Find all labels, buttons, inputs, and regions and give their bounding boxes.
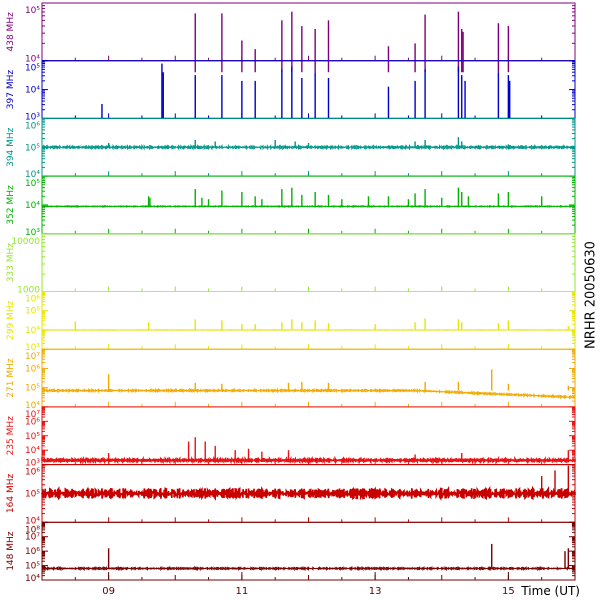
panel-frame [41, 406, 576, 466]
panel-frame [41, 348, 576, 408]
flux-trace [41, 387, 576, 400]
ytick-label: 10⁵ [25, 6, 40, 16]
ytick-label: 10⁵ [25, 179, 40, 189]
ytick-label: 10⁶ [25, 547, 40, 557]
flux-trace [41, 565, 576, 572]
ytick-label: 10⁴ [25, 516, 40, 526]
frequency-label: 352 MHz [6, 185, 16, 225]
ytick-label: 1000 [17, 286, 40, 296]
ytick-label: 10⁸ [25, 525, 40, 535]
ytick-label: 10⁴ [25, 201, 40, 211]
flux-trace [41, 204, 576, 209]
ytick-label: 10⁴ [25, 86, 40, 96]
ytick-label: 10³ [25, 112, 40, 122]
ytick-label: 10⁴ [25, 574, 40, 584]
ytick-label: 10³ [25, 343, 40, 353]
xtick-label: 11 [236, 586, 249, 597]
panel-frame [41, 2, 576, 62]
frequency-label: 333 MHz [6, 243, 16, 283]
frequency-label: 148 MHz [6, 531, 16, 571]
station-label: NRHR 20050630 [583, 241, 599, 349]
ytick-label: 10³ [25, 228, 40, 238]
ytick-label: 10⁴ [25, 401, 40, 411]
ytick-label: 10⁶ [25, 121, 40, 131]
frequency-label: 397 MHz [6, 70, 16, 110]
ytick-label: 10000 [11, 237, 40, 247]
ytick-label: 10⁶ [25, 417, 40, 427]
frequency-label: 394 MHz [6, 127, 16, 167]
xaxis-label: Time (UT) [520, 584, 580, 598]
ytick-label: 10⁵ [25, 489, 40, 499]
ytick-label: 10³ [25, 459, 40, 469]
ytick-label: 10⁴ [25, 326, 40, 336]
frequency-label: 299 MHz [6, 300, 16, 340]
ytick-label: 10⁶ [25, 468, 40, 478]
ytick-label: 10⁷ [25, 533, 40, 543]
ytick-label: 10⁴ [25, 446, 40, 456]
ytick-label: 10⁴ [25, 170, 40, 180]
ytick-label: 10⁵ [25, 64, 40, 74]
ytick-label: 10⁷ [25, 410, 40, 420]
panel-frame [41, 521, 576, 581]
panel-frame [41, 175, 576, 235]
panel-frame [41, 233, 576, 293]
frequency-label: 235 MHz [6, 416, 16, 456]
xtick-label: 15 [502, 586, 515, 597]
ytick-label: 10⁵ [25, 562, 40, 572]
frequency-label: 271 MHz [6, 358, 16, 398]
flux-trace [41, 485, 576, 501]
ytick-label: 10⁶ [25, 295, 40, 305]
ytick-label: 10⁶ [25, 364, 40, 374]
ytick-label: 10⁷ [25, 352, 40, 362]
ytick-label: 10⁵ [25, 432, 40, 442]
ytick-label: 10⁴ [25, 55, 40, 65]
xtick-label: 13 [369, 586, 382, 597]
frequency-label: 438 MHz [6, 12, 16, 52]
ytick-label: 10⁵ [25, 143, 40, 153]
xtick-label: 09 [102, 586, 115, 597]
ytick-label: 10⁵ [25, 307, 40, 317]
panel-frame [41, 291, 576, 350]
panel-frame [41, 60, 576, 119]
ytick-label: 10⁵ [25, 384, 40, 394]
frequency-label: 164 MHz [6, 474, 16, 514]
